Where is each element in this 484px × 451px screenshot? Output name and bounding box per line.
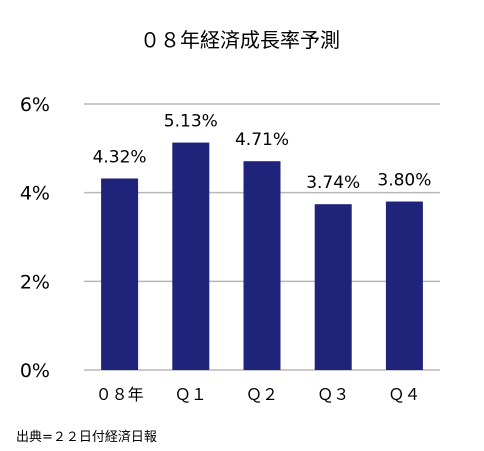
- chart-title: ０８年経済成長率予測: [140, 28, 340, 52]
- data-label: 4.32%: [93, 147, 147, 167]
- x-tick-label: ０８年: [96, 385, 144, 404]
- y-tick-label: 0%: [20, 360, 50, 382]
- bar: [101, 178, 139, 370]
- source-note: 出典=２２日付経済日報: [16, 429, 157, 445]
- bar: [314, 204, 352, 370]
- y-tick-label: 4%: [20, 183, 50, 205]
- y-axis-ticks: 0% 2% 4% 6%: [20, 94, 50, 382]
- x-tick-label: Ｑ４: [388, 385, 420, 404]
- x-tick-label: Ｑ１: [175, 385, 207, 404]
- y-tick-label: 6%: [20, 94, 50, 116]
- bar: [385, 201, 423, 370]
- data-label: 5.13%: [164, 112, 218, 132]
- bar: [243, 161, 281, 370]
- x-tick-label: Ｑ３: [317, 385, 349, 404]
- data-label: 3.80%: [377, 171, 431, 191]
- bar: [172, 142, 210, 370]
- data-label: 3.74%: [306, 173, 360, 193]
- y-tick-label: 2%: [20, 271, 50, 293]
- x-axis-ticks: ０８年 Ｑ１ Ｑ２ Ｑ３ Ｑ４: [96, 385, 421, 404]
- x-tick-label: Ｑ２: [246, 385, 278, 404]
- data-label: 4.71%: [235, 130, 289, 150]
- data-labels: 4.32% 5.13% 4.71% 3.74% 3.80%: [93, 112, 432, 194]
- bars: [101, 142, 423, 370]
